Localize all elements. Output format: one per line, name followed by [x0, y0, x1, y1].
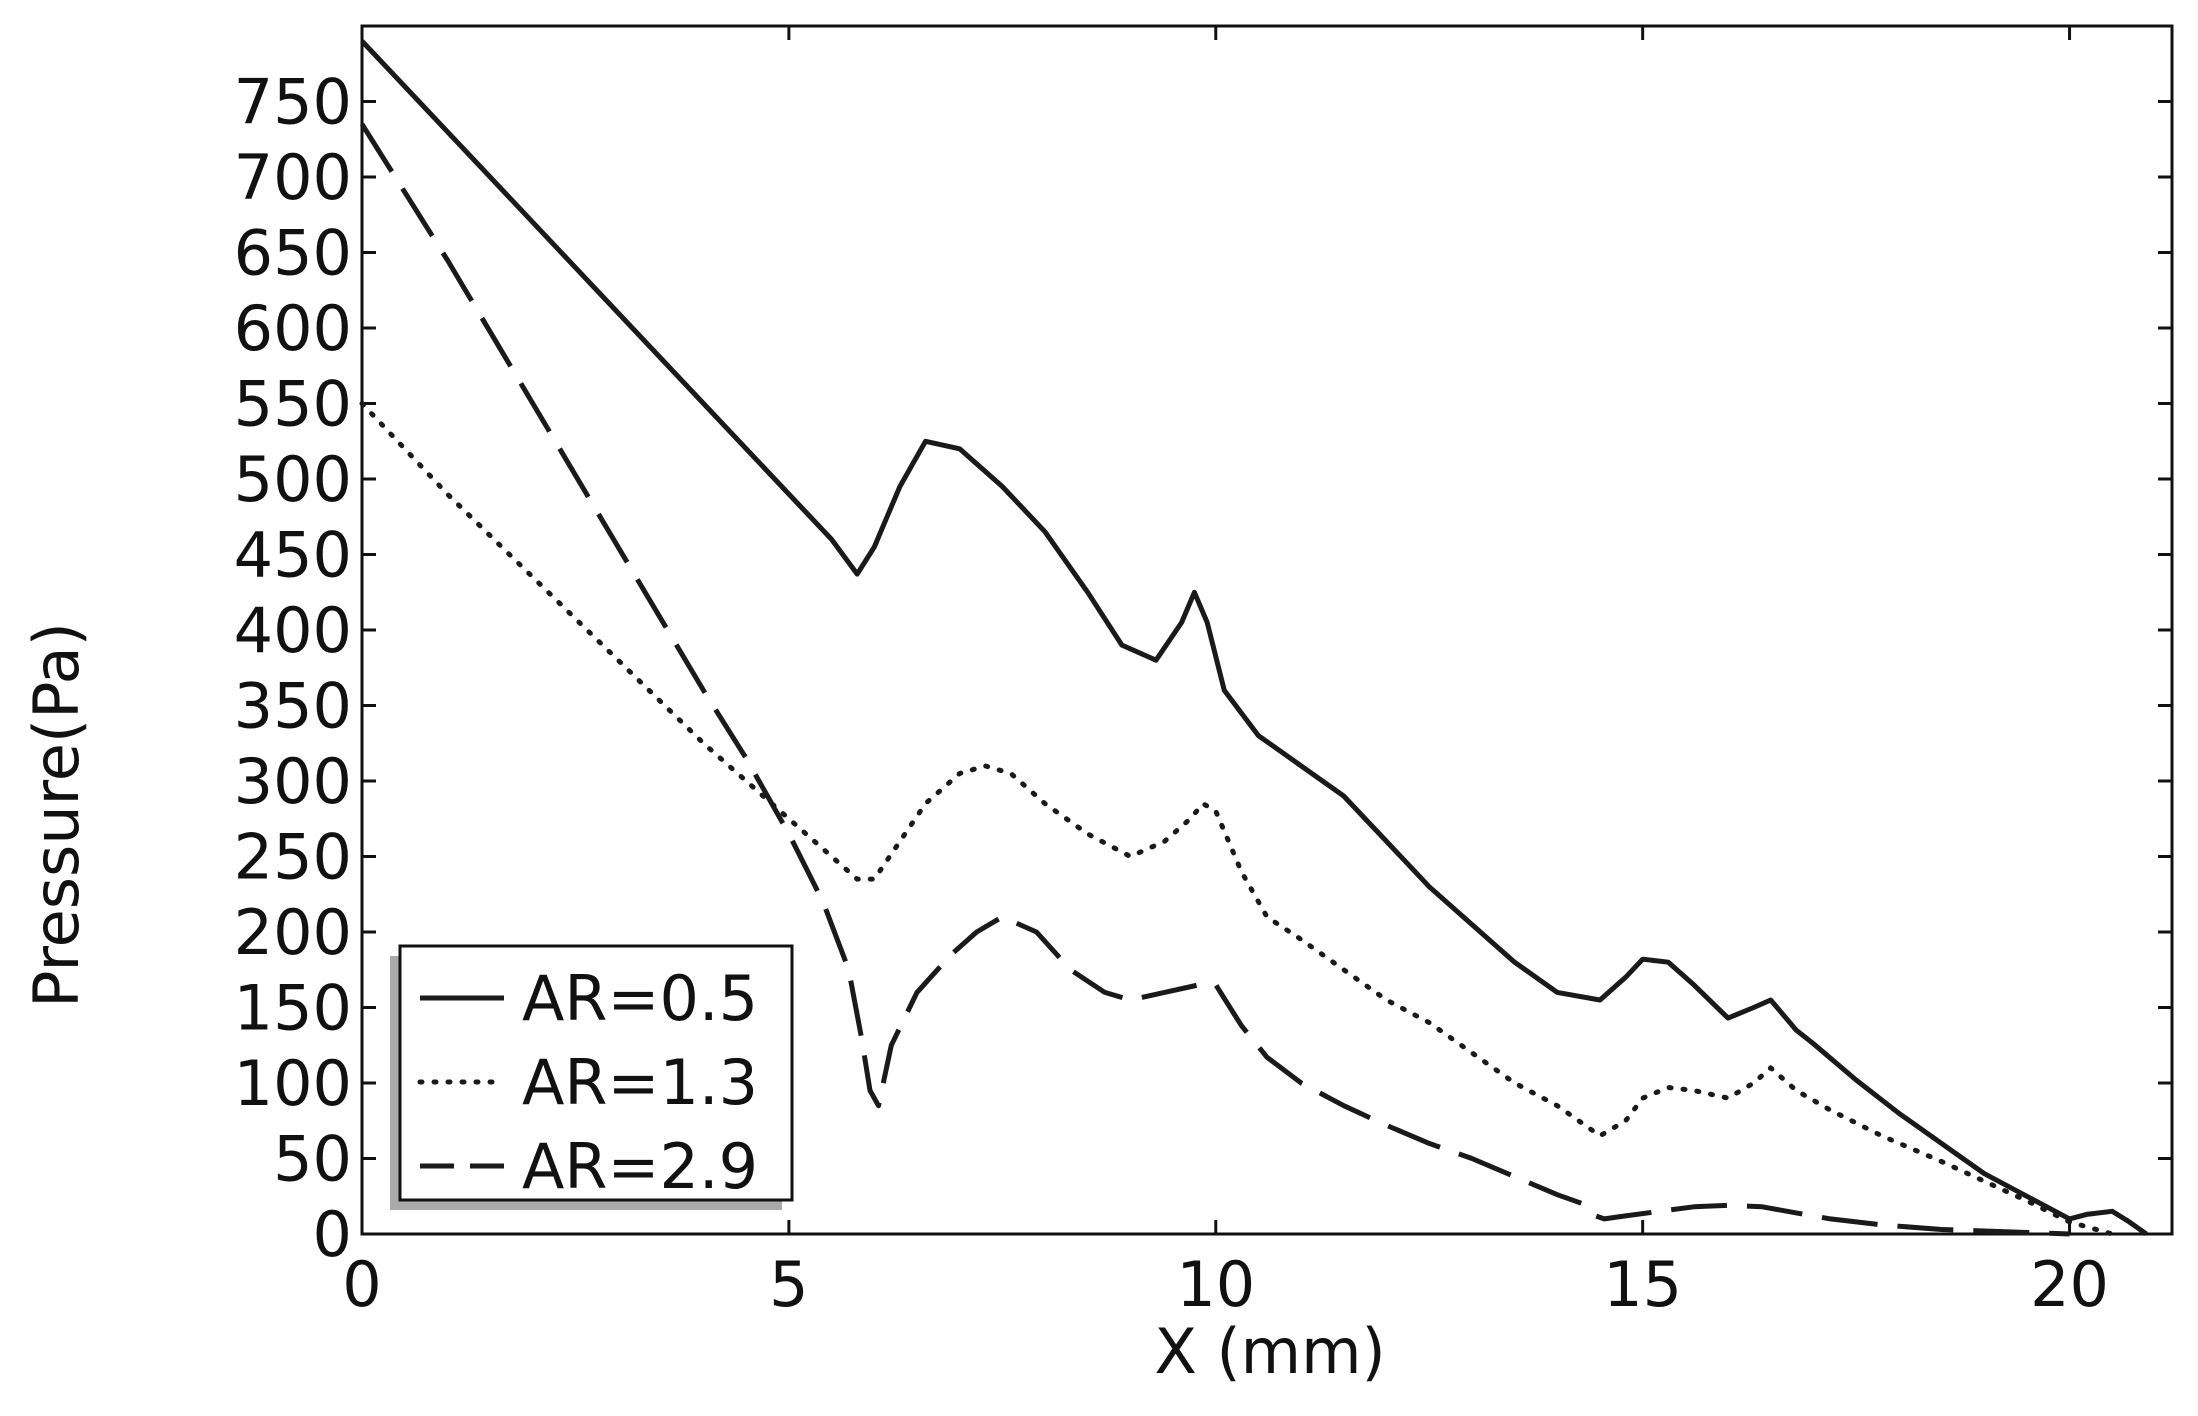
legend: AR=0.5 AR=1.3 AR=2.9 — [390, 944, 794, 1210]
y-tick-label: 350 — [234, 670, 352, 743]
y-tick-label: 750 — [234, 66, 352, 139]
y-tick-label: 600 — [234, 292, 352, 365]
y-tick-label: 250 — [234, 821, 352, 894]
y-tick-label: 100 — [234, 1047, 352, 1120]
legend-label: AR=1.3 — [522, 1046, 758, 1119]
x-tick-label: 10 — [1176, 1248, 1255, 1321]
y-tick-label: 550 — [234, 368, 352, 441]
x-tick-label: 15 — [1603, 1248, 1682, 1321]
x-tick-label: 0 — [342, 1248, 381, 1321]
y-tick-label: 200 — [234, 896, 352, 969]
legend-box — [398, 944, 794, 1202]
y-tick-label: 50 — [273, 1123, 352, 1196]
y-tick-label: 150 — [234, 972, 352, 1045]
x-tick-label: 20 — [2030, 1248, 2109, 1321]
legend-label: AR=2.9 — [522, 1130, 758, 1203]
y-tick-label: 300 — [234, 745, 352, 818]
plot-area: 0 5 10 15 2005010015020025030035040045050055… — [234, 24, 2174, 1321]
x-tick-label: 5 — [769, 1248, 808, 1321]
y-axis-label: Pressure(Pa) — [20, 622, 93, 1008]
y-tick-label: 450 — [234, 519, 352, 592]
series-line-AR=1.3 — [359, 401, 2115, 1237]
y-tick-label: 650 — [234, 217, 352, 290]
series-line-AR=0.5 — [360, 39, 2148, 1237]
y-tick-label: 700 — [234, 141, 352, 214]
x-axis-label: X (mm) — [1154, 1315, 1385, 1388]
y-tick-label: 0 — [313, 1198, 352, 1271]
legend-label: AR=0.5 — [522, 962, 758, 1035]
y-tick-label: 400 — [234, 594, 352, 667]
y-tick-label: 500 — [234, 443, 352, 516]
